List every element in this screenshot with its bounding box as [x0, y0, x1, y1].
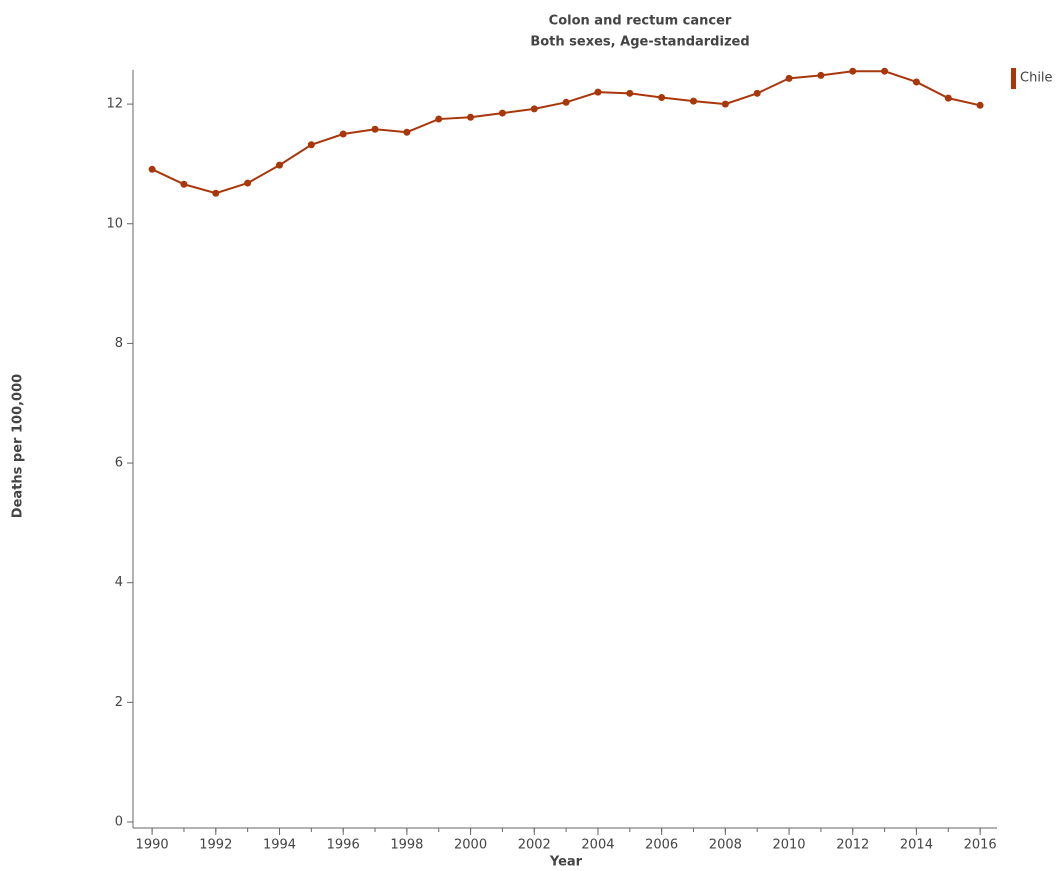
x-axis-label: Year: [549, 855, 583, 870]
data-point: [753, 89, 761, 97]
data-point: [435, 115, 443, 123]
data-point: [658, 94, 666, 102]
data-point: [594, 88, 602, 96]
data-point: [944, 94, 952, 102]
chart-subtitle: Both sexes, Age-standardized: [530, 35, 749, 50]
data-point: [498, 109, 506, 117]
y-tick-label: 10: [106, 216, 123, 231]
series-line: [151, 70, 981, 195]
x-tick-label: 2014: [900, 838, 933, 853]
data-point: [817, 71, 825, 79]
y-tick-label: 0: [115, 815, 123, 830]
legend-label: Chile: [1020, 71, 1053, 86]
data-point: [881, 67, 889, 75]
data-point: [785, 74, 793, 82]
x-tick-label: 2016: [964, 838, 997, 853]
y-tick-label: 6: [115, 456, 123, 471]
data-point: [976, 101, 984, 109]
data-point: [849, 67, 857, 75]
data-point: [275, 161, 283, 169]
x-tick-label: 2008: [709, 838, 742, 853]
data-point: [180, 180, 188, 188]
x-tick-label: 1990: [136, 838, 169, 853]
data-point: [307, 141, 315, 149]
data-point: [721, 100, 729, 108]
data-point: [530, 105, 538, 113]
x-tick-label: 2012: [836, 838, 869, 853]
data-point: [467, 113, 475, 121]
x-tick-label: 1992: [199, 838, 232, 853]
data-point: [371, 125, 379, 133]
x-tick-label: 2002: [518, 838, 551, 853]
x-tick-label: 2006: [645, 838, 678, 853]
data-point: [339, 130, 347, 138]
y-tick-label: 8: [115, 336, 123, 351]
data-point: [212, 189, 220, 197]
y-tick-label: 4: [115, 575, 123, 590]
data-point: [403, 128, 411, 136]
data-point: [148, 165, 156, 173]
data-point: [690, 97, 698, 105]
x-tick-label: 1994: [263, 838, 296, 853]
x-tick-label: 2004: [581, 838, 614, 853]
data-point: [912, 78, 920, 86]
x-tick-label: 2000: [454, 838, 487, 853]
x-tick-label: 1996: [327, 838, 360, 853]
x-tick-label: 2010: [772, 838, 805, 853]
legend-swatch: [1011, 68, 1016, 89]
data-point: [626, 89, 634, 97]
data-point: [244, 179, 252, 187]
x-tick-label: 1998: [390, 838, 423, 853]
y-tick-label: 12: [106, 97, 123, 112]
y-axis-label: Deaths per 100,000: [11, 374, 26, 518]
data-point: [562, 98, 570, 106]
chart-title: Colon and rectum cancer: [549, 14, 732, 29]
y-tick-label: 2: [115, 695, 123, 710]
